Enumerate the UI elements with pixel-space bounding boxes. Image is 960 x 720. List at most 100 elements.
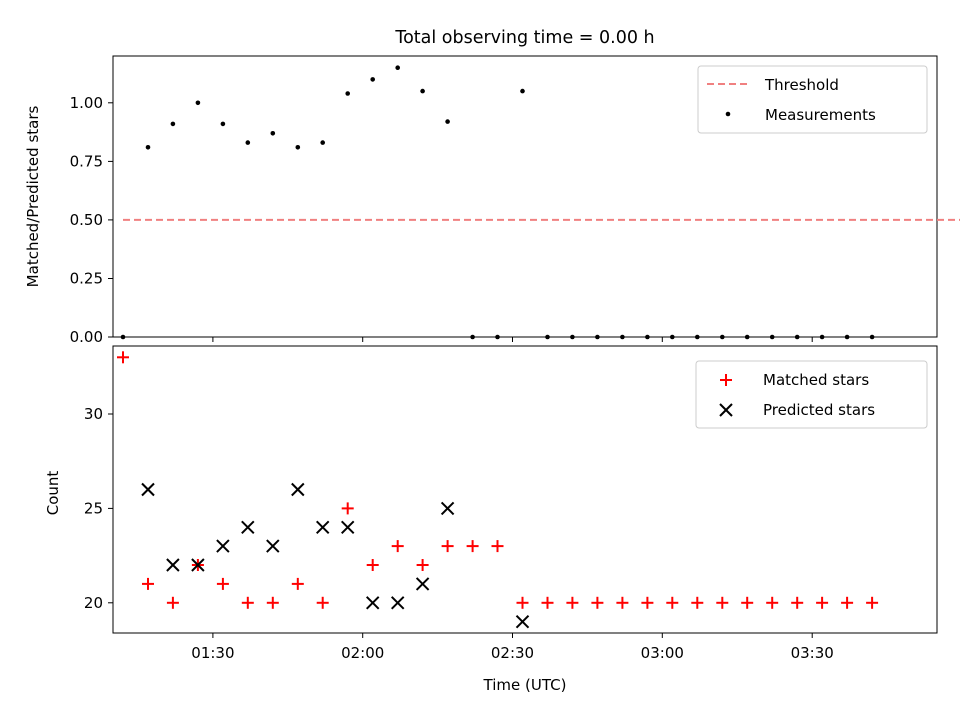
legend-predicted-swatch: [719, 403, 733, 417]
matched-star-point: [666, 596, 679, 609]
ratio-x-ticks: [212, 337, 813, 342]
matched-star-point: [466, 540, 479, 553]
measurement-point: [695, 334, 700, 340]
time-x-tick-label: 03:30: [791, 644, 834, 662]
measurement-point: [420, 88, 425, 94]
predicted-star-point: [365, 596, 380, 610]
ratio-y-tick-label: 0.00: [70, 328, 103, 346]
count-y-tick-label: 20: [84, 594, 103, 612]
ratio-y-tick-label: 0.75: [70, 152, 103, 170]
predicted-stars-series: [141, 482, 530, 629]
measurement-series: [120, 65, 875, 340]
measurement-point: [345, 91, 351, 96]
predicted-star-point: [390, 596, 405, 610]
matched-stars-series: [117, 351, 879, 609]
matched-star-point: [166, 596, 179, 609]
measurement-point: [844, 334, 850, 340]
measurement-point: [470, 334, 475, 340]
matched-star-point: [591, 596, 604, 609]
measurement-point: [395, 65, 401, 70]
measurement-point: [620, 334, 625, 340]
count-y-tick-label: 25: [84, 499, 103, 517]
matched-star-point: [316, 596, 329, 609]
measurement-point: [295, 145, 301, 150]
matched-star-point: [416, 559, 429, 571]
measurement-point: [570, 334, 575, 340]
matched-star-point: [366, 559, 379, 571]
predicted-star-point: [440, 501, 455, 516]
predicted-star-point: [340, 520, 355, 535]
ratio-legend-box: [697, 65, 928, 134]
matched-star-point: [216, 577, 229, 590]
matched-star-point: [117, 351, 129, 364]
time-x-tick-label: 03:00: [641, 644, 684, 662]
count-plot-frame: [112, 345, 938, 634]
ratio-panel: 0.00 0.25 0.50 0.75 1.00 Matched/Predicted s…: [24, 55, 960, 346]
time-x-tick-label: 01:30: [191, 644, 234, 662]
measurement-point: [595, 334, 600, 340]
matched-star-point: [791, 596, 804, 609]
count-legend: Matched stars Predicted stars: [695, 360, 928, 429]
predicted-star-point: [191, 558, 205, 572]
predicted-star-point: [141, 482, 155, 497]
matched-star-point: [616, 596, 629, 609]
time-x-axis: 01:30 02:00 02:30 03:00 03:30: [191, 633, 834, 662]
matched-star-point: [391, 540, 404, 553]
matched-star-point: [541, 596, 554, 609]
measurement-point: [245, 140, 251, 145]
matched-star-point: [566, 596, 579, 609]
legend-measurements-label: Measurements: [765, 106, 876, 124]
matched-star-point: [841, 596, 854, 609]
count-panel: 20 25 30 01:30 02:00 02:30 03:00 03:30 Count T…: [44, 345, 938, 694]
measurement-point: [545, 334, 550, 340]
matched-star-point: [266, 596, 279, 609]
measurement-point: [145, 145, 151, 150]
measurement-point: [320, 140, 326, 145]
measurement-point: [645, 334, 650, 340]
measurement-point: [520, 88, 525, 94]
predicted-star-point: [241, 520, 255, 535]
matched-star-point: [291, 577, 304, 590]
legend-predicted-label: Predicted stars: [763, 401, 875, 419]
matched-star-point: [691, 596, 704, 609]
measurement-point: [270, 131, 276, 136]
matched-star-point: [766, 596, 779, 609]
measurement-point: [769, 334, 775, 340]
predicted-star-point: [291, 482, 305, 497]
measurement-point: [445, 119, 450, 124]
count-y-tick-label: 30: [84, 405, 103, 423]
count-y-axis-label: Count: [44, 471, 62, 516]
time-x-tick-label: 02:00: [341, 644, 384, 662]
measurement-point: [370, 77, 376, 82]
predicted-star-point: [166, 558, 180, 572]
predicted-star-point: [266, 539, 280, 553]
ratio-y-tick-label: 0.50: [70, 211, 103, 229]
matched-star-point: [516, 596, 529, 609]
matched-star-point: [241, 596, 254, 609]
matched-star-point: [491, 540, 504, 553]
matched-star-point: [441, 540, 454, 553]
legend-measurements-swatch: [725, 111, 731, 117]
measurement-point: [670, 334, 675, 340]
ratio-y-axis: 0.00 0.25 0.50 0.75 1.00: [70, 94, 113, 346]
legend-threshold-label: Threshold: [764, 76, 839, 94]
matched-star-point: [641, 596, 654, 609]
measurement-point: [220, 121, 226, 127]
count-y-axis: 20 25 30: [84, 405, 113, 612]
ratio-plot-frame: [112, 55, 938, 338]
measurement-point: [170, 121, 176, 127]
predicted-star-point: [216, 539, 230, 553]
measurement-point: [120, 334, 126, 340]
ratio-y-tick-label: 1.00: [70, 94, 103, 112]
measurement-point: [495, 334, 500, 340]
matched-star-point: [341, 502, 354, 515]
measurement-point: [794, 334, 800, 340]
matched-star-point: [741, 596, 754, 609]
figure-title: Total observing time = 0.00 h: [394, 28, 654, 48]
ratio-y-tick-label: 0.25: [70, 270, 103, 288]
matched-star-point: [142, 577, 154, 590]
predicted-star-point: [315, 520, 330, 535]
legend-matched-label: Matched stars: [763, 371, 869, 389]
measurement-point: [744, 334, 750, 340]
